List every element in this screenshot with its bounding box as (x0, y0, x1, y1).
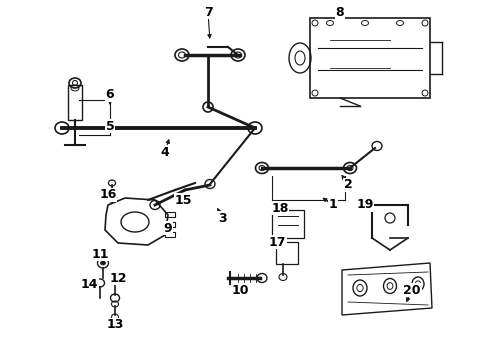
Text: 10: 10 (231, 284, 249, 297)
Text: 16: 16 (99, 189, 117, 202)
Bar (165, 222, 175, 227)
Ellipse shape (113, 279, 117, 282)
Text: 3: 3 (218, 211, 226, 225)
Text: 5: 5 (106, 120, 114, 132)
Text: 8: 8 (336, 5, 344, 18)
Text: 15: 15 (174, 194, 192, 207)
Text: 7: 7 (204, 5, 212, 18)
Bar (165, 212, 175, 217)
Bar (310, 18, 430, 98)
Text: 20: 20 (403, 284, 421, 297)
Text: 18: 18 (271, 202, 289, 215)
Text: 14: 14 (80, 279, 98, 292)
Text: 4: 4 (161, 145, 170, 158)
Text: 1: 1 (329, 198, 338, 211)
Text: 9: 9 (164, 221, 172, 234)
Bar (276, 242, 298, 264)
Bar (272, 210, 304, 238)
Bar (68, 85, 82, 120)
Text: 17: 17 (268, 235, 286, 248)
Bar (165, 232, 175, 237)
Text: 11: 11 (91, 248, 109, 261)
Text: 12: 12 (109, 271, 127, 284)
Text: 13: 13 (106, 319, 123, 332)
Text: 6: 6 (106, 89, 114, 102)
Text: 19: 19 (356, 198, 374, 211)
Text: 2: 2 (343, 179, 352, 192)
Ellipse shape (100, 261, 105, 265)
